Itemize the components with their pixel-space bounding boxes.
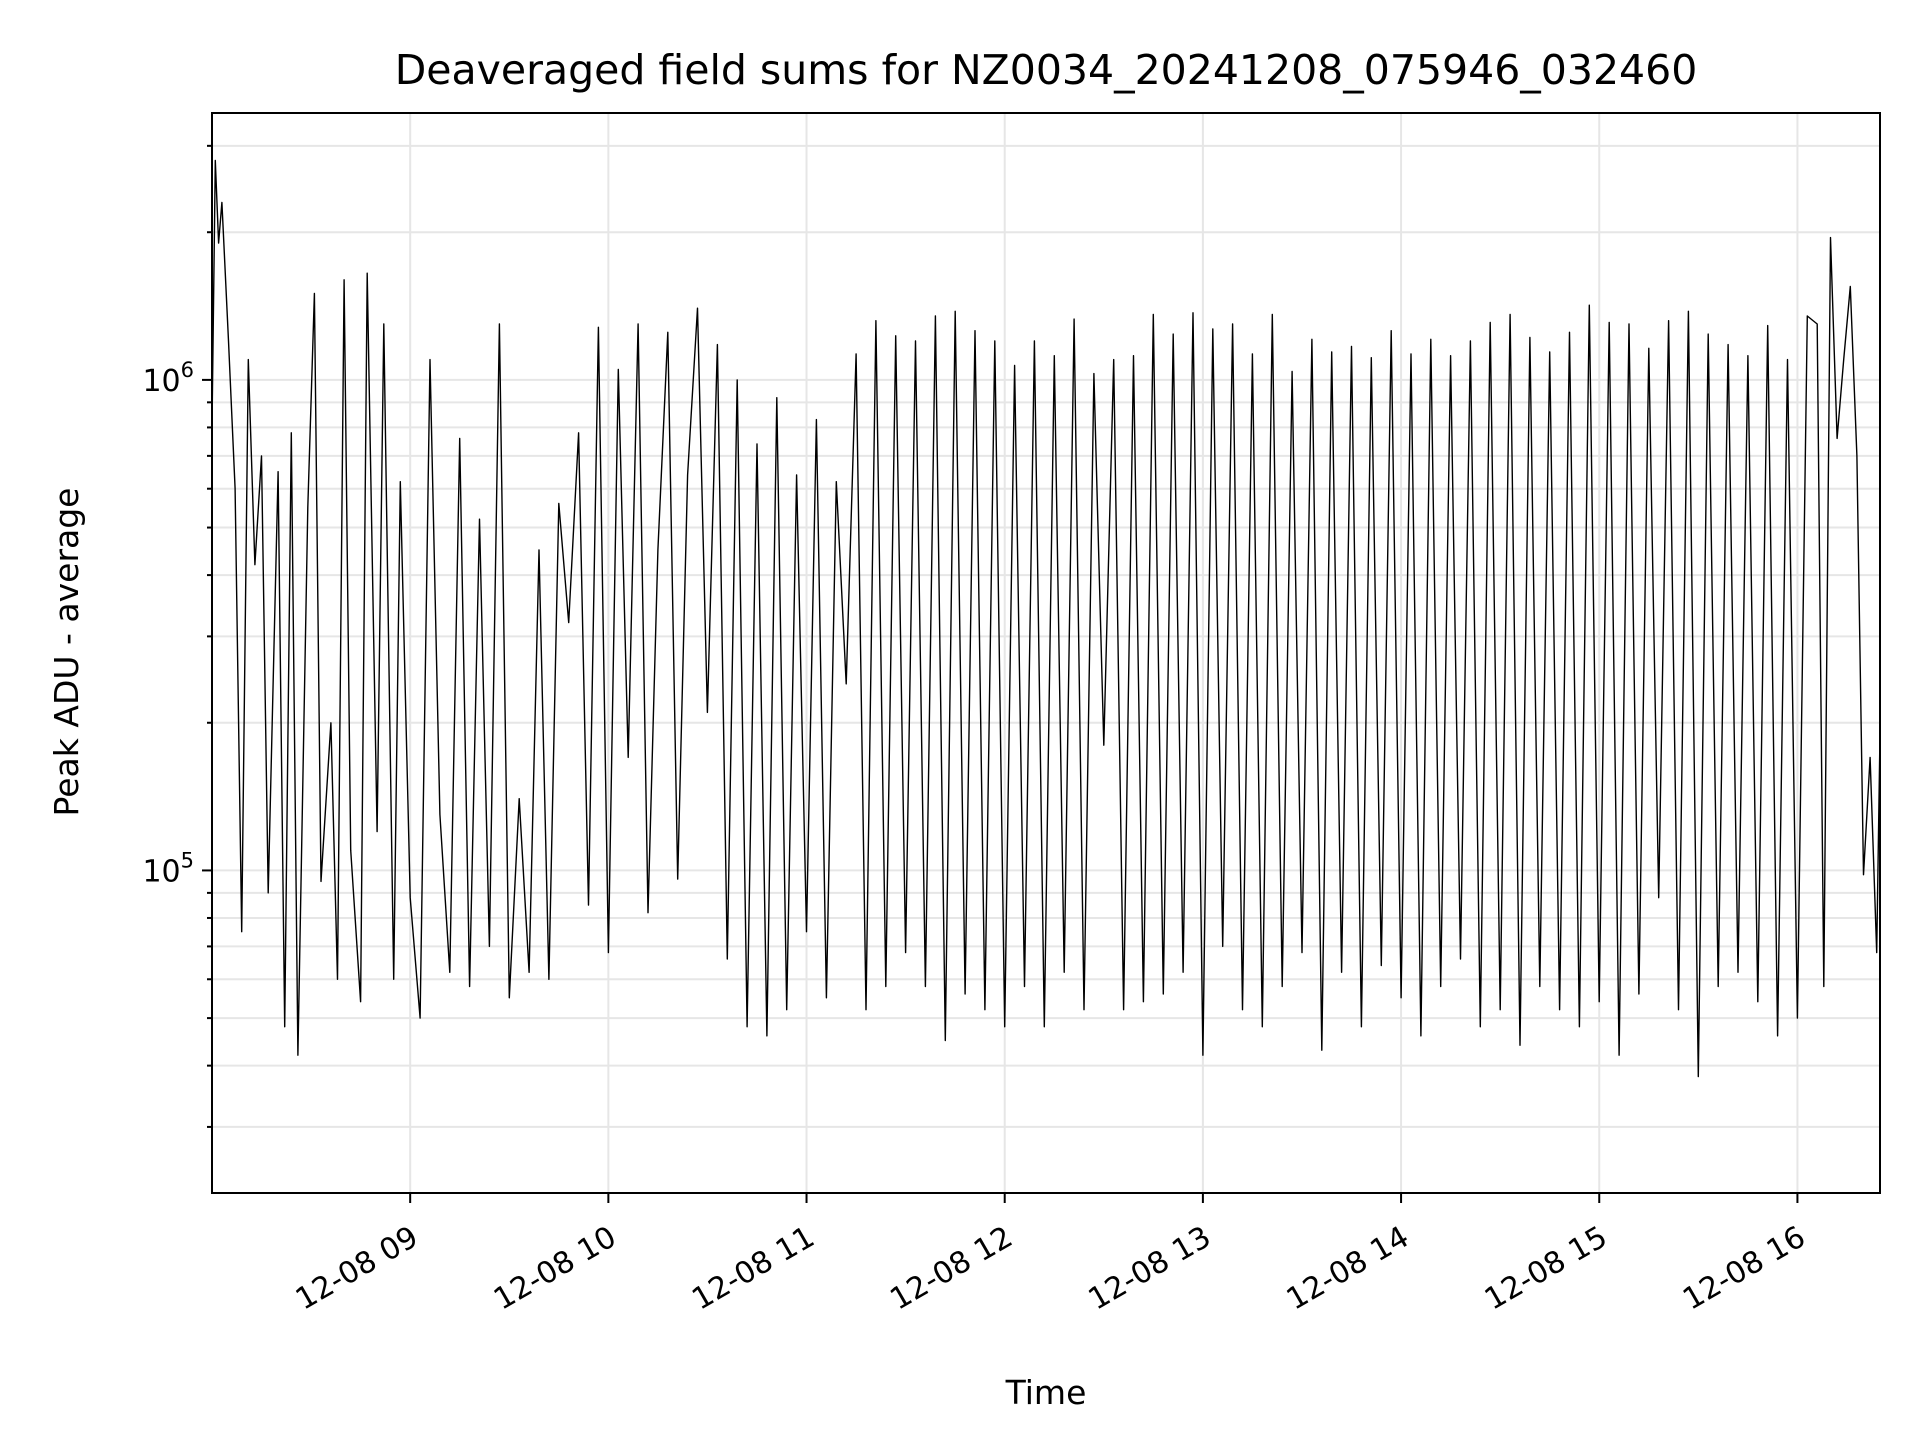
plot-frame	[211, 112, 1881, 1194]
y-tick-label: 106	[142, 358, 194, 399]
x-tick-label: 12-08 09	[290, 1220, 424, 1318]
x-tick-label: 12-08 12	[884, 1220, 1018, 1318]
x-axis: 12-08 09 12-08 10 12-08 11 12-08 12 12-08 13…	[290, 1193, 1811, 1318]
y-tick-label: 105	[142, 848, 194, 889]
x-tick-label: 12-08 13	[1083, 1220, 1217, 1318]
x-tick-label: 12-08 16	[1677, 1220, 1811, 1318]
y-axis-label: Peak ADU - average	[47, 488, 86, 817]
series-line	[211, 159, 1881, 1078]
x-axis-label: Time	[1005, 1373, 1087, 1412]
x-tick-label: 12-08 14	[1281, 1220, 1415, 1318]
plot-area	[211, 159, 1881, 1078]
y-axis: 105 106	[142, 144, 212, 1128]
x-tick-label: 12-08 15	[1479, 1220, 1613, 1318]
grid	[212, 113, 1880, 1193]
x-tick-label: 12-08 10	[488, 1220, 622, 1318]
x-tick-label: 12-08 11	[686, 1220, 820, 1318]
chart-title: Deaveraged field sums for NZ0034_2024120…	[395, 46, 1698, 94]
